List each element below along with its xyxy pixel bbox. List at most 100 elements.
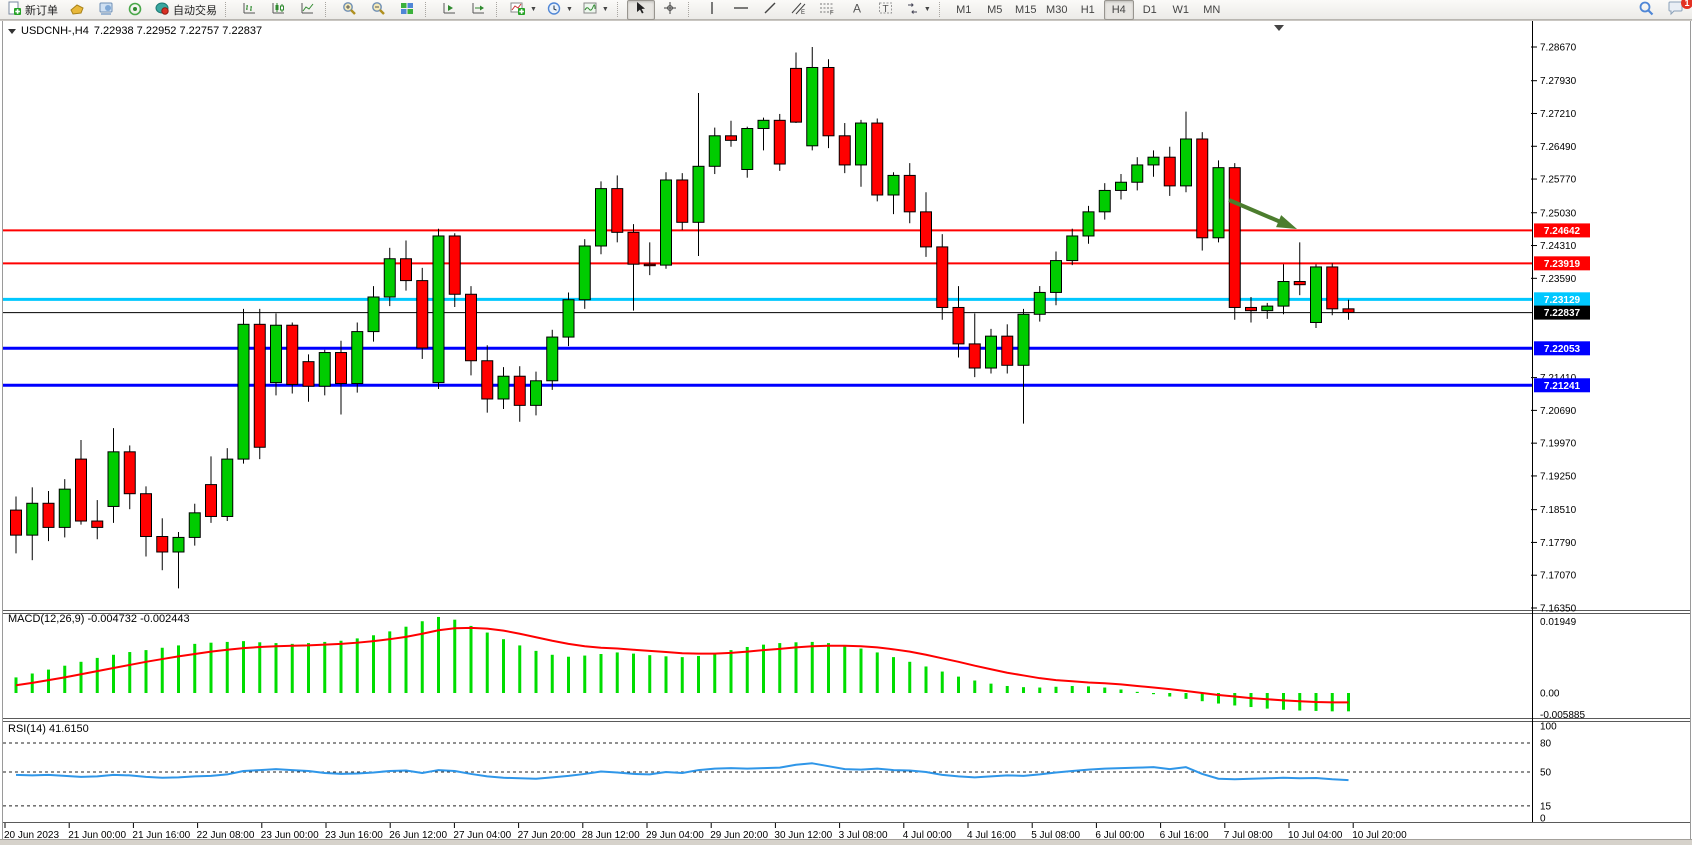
timeframe-m1-button[interactable]: M1 (956, 3, 972, 16)
separator (325, 2, 331, 17)
svg-text:7.23590: 7.23590 (1540, 274, 1577, 285)
svg-text:27 Jun 20:00: 27 Jun 20:00 (518, 830, 576, 841)
chart-shift-button[interactable] (464, 0, 492, 20)
svg-text:E: E (801, 10, 805, 15)
horizontal-line-icon (733, 1, 749, 18)
text-label-tool-button[interactable]: T (872, 0, 900, 20)
svg-text:100: 100 (1540, 722, 1557, 733)
separator (425, 2, 431, 17)
tile-windows-button[interactable] (393, 0, 421, 20)
new-chart-button[interactable] (63, 0, 91, 20)
svg-text:4 Jul 00:00: 4 Jul 00:00 (903, 830, 952, 841)
svg-text:7.23919: 7.23919 (1544, 259, 1581, 270)
chat-bubble-icon (1667, 0, 1684, 19)
auto-scroll-icon (442, 1, 457, 18)
svg-text:6 Jul 00:00: 6 Jul 00:00 (1095, 830, 1144, 841)
svg-text:7.23129: 7.23129 (1544, 295, 1581, 306)
chevron-down-icon: ▼ (530, 6, 537, 13)
new-order-icon (7, 1, 22, 19)
bar-chart-button[interactable] (235, 0, 263, 20)
chevron-down-icon: ▼ (923, 6, 931, 13)
separator (496, 2, 502, 17)
search-button[interactable] (1632, 0, 1660, 20)
svg-text:22 Jun 08:00: 22 Jun 08:00 (197, 830, 255, 841)
svg-text:20 Jun 2023: 20 Jun 2023 (4, 830, 59, 841)
timeframe-mn-button[interactable]: MN (1203, 3, 1221, 16)
chart-ohlc-values: 7.22938 7.22952 7.22757 7.22837 (93, 25, 263, 37)
timeframe-m5-button[interactable]: M5 (987, 3, 1003, 16)
templates-button[interactable]: ▼ (578, 0, 613, 20)
bar-chart-icon (242, 1, 257, 18)
svg-text:0.01949: 0.01949 (1540, 617, 1577, 628)
equidistant-channel-tool-button[interactable]: E (785, 0, 813, 20)
auto-scroll-button[interactable] (435, 0, 463, 20)
vertical-line-tool-button[interactable] (698, 0, 726, 20)
svg-text:7.18510: 7.18510 (1540, 505, 1577, 516)
svg-text:7.28670: 7.28670 (1540, 43, 1577, 54)
svg-text:T: T (883, 4, 889, 15)
zoom-out-icon (370, 1, 386, 19)
collapse-chart-icon[interactable] (8, 28, 16, 34)
chevron-down-icon: ▼ (601, 6, 609, 13)
candlestick-chart-button[interactable] (264, 0, 292, 20)
svg-text:7.22053: 7.22053 (1544, 344, 1581, 355)
svg-text:23 Jun 16:00: 23 Jun 16:00 (325, 830, 383, 841)
fibonacci-tool-button[interactable]: F (814, 0, 842, 20)
svg-text:3 Jul 08:00: 3 Jul 08:00 (839, 830, 888, 841)
svg-text:10 Jul 04:00: 10 Jul 04:00 (1288, 830, 1343, 841)
horizontal-line-tool-button[interactable] (727, 0, 755, 20)
separator (938, 2, 945, 17)
navigator-button[interactable] (121, 0, 149, 20)
line-chart-icon (300, 1, 315, 18)
notification-count-badge: 1 (1681, 0, 1692, 9)
svg-text:7.26490: 7.26490 (1540, 142, 1577, 153)
svg-text:7.17790: 7.17790 (1540, 538, 1577, 549)
svg-text:21 Jun 16:00: 21 Jun 16:00 (132, 830, 190, 841)
timeframe-m30-button[interactable]: M30 (1046, 3, 1068, 16)
zoom-in-button[interactable] (335, 0, 363, 20)
periods-button[interactable]: ▼ (542, 0, 577, 20)
indicators-icon (510, 1, 526, 19)
clock-icon (546, 1, 562, 19)
timeframe-h1-button[interactable]: H1 (1080, 3, 1095, 16)
timeframe-w1-button[interactable]: W1 (1172, 3, 1190, 16)
crosshair-tool-button[interactable] (656, 0, 684, 20)
separator (225, 2, 231, 17)
svg-text:7 Jul 08:00: 7 Jul 08:00 (1224, 830, 1273, 841)
trendline-tool-button[interactable] (756, 0, 784, 20)
market-watch-icon (98, 1, 114, 19)
timeframe-h4-button[interactable]: H4 (1103, 0, 1134, 20)
market-watch-button[interactable] (92, 0, 120, 20)
chart-shift-icon (471, 1, 486, 18)
text-tool-button[interactable]: A (843, 0, 871, 20)
arrows-tool-button[interactable]: ▼ (901, 0, 935, 20)
auto-trading-button[interactable]: 自动交易 (150, 0, 221, 20)
auto-trading-icon (154, 1, 170, 19)
auto-trading-label: 自动交易 (173, 4, 217, 17)
new-order-label: 新订单 (25, 4, 58, 17)
timeframe-m15-button[interactable]: M15 (1015, 3, 1037, 16)
notifications-button[interactable]: 1 (1661, 0, 1692, 20)
svg-text:80: 80 (1540, 738, 1552, 749)
line-chart-button[interactable] (293, 0, 321, 20)
svg-text:7.24310: 7.24310 (1540, 241, 1577, 252)
channel-icon: E (790, 1, 807, 18)
cursor-tool-button[interactable] (626, 0, 655, 20)
svg-text:7.25030: 7.25030 (1540, 208, 1577, 219)
svg-text:7.17070: 7.17070 (1540, 571, 1577, 582)
new-order-button[interactable]: 新订单 (3, 0, 62, 20)
separator (616, 2, 623, 17)
svg-text:7.20690: 7.20690 (1540, 406, 1577, 417)
svg-text:6 Jul 16:00: 6 Jul 16:00 (1160, 830, 1209, 841)
svg-text:A: A (853, 2, 861, 16)
svg-text:0: 0 (1540, 813, 1546, 824)
macd-indicator-label: MACD(12,26,9) -0.004732 -0.002443 (8, 613, 190, 625)
rsi-indicator-label: RSI(14) 41.6150 (8, 723, 89, 735)
svg-text:0.00: 0.00 (1540, 689, 1560, 700)
zoom-out-button[interactable] (364, 0, 392, 20)
indicators-button[interactable]: ▼ (506, 0, 541, 20)
timeframe-d1-button[interactable]: D1 (1142, 3, 1157, 16)
svg-text:10 Jul 20:00: 10 Jul 20:00 (1352, 830, 1407, 841)
svg-text:50: 50 (1540, 768, 1552, 779)
